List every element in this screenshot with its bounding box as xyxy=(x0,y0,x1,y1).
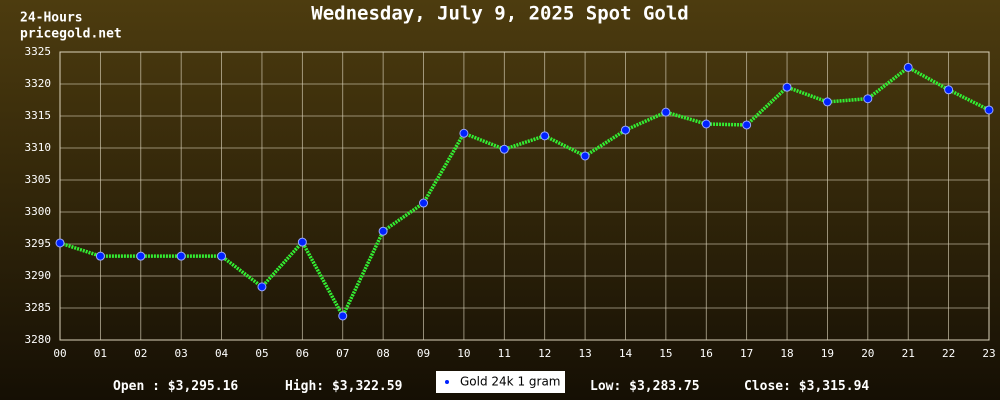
stat-label: Low: xyxy=(590,379,621,394)
data-point xyxy=(419,198,429,208)
y-tick-label: 3280 xyxy=(25,333,52,346)
stat-label: Close: xyxy=(744,379,791,394)
data-point xyxy=(297,237,307,247)
x-tick-label: 21 xyxy=(902,347,915,360)
stat-label: High: xyxy=(285,379,324,394)
data-point xyxy=(903,62,913,72)
x-tick-label: 11 xyxy=(498,347,511,360)
data-point xyxy=(580,151,590,161)
x-tick-label: 08 xyxy=(377,347,390,360)
stat: Open : $3,295.16 xyxy=(113,379,238,394)
data-point xyxy=(863,94,873,104)
data-point xyxy=(944,85,954,95)
stat: Close: $3,315.94 xyxy=(744,379,869,394)
x-tick-label: 06 xyxy=(296,347,309,360)
data-point xyxy=(217,251,227,261)
data-point xyxy=(620,125,630,135)
stat: Low: $3,283.75 xyxy=(590,379,700,394)
x-tick-label: 00 xyxy=(53,347,66,360)
stat-value: $3,322.59 xyxy=(332,379,402,394)
data-point xyxy=(136,251,146,261)
stat: High: $3,322.59 xyxy=(285,379,402,394)
stat-value: $3,283.75 xyxy=(629,379,699,394)
x-tick-label: 13 xyxy=(578,347,591,360)
x-tick-label: 04 xyxy=(215,347,229,360)
x-tick-label: 23 xyxy=(982,347,995,360)
data-point xyxy=(701,119,711,129)
corner-text: 24-Hours xyxy=(20,11,83,26)
x-tick-label: 01 xyxy=(94,347,107,360)
data-point xyxy=(540,131,550,141)
x-tick-label: 18 xyxy=(780,347,793,360)
stat-value: $3,295.16 xyxy=(168,379,239,394)
corner-text: pricegold.net xyxy=(20,27,122,42)
x-tick-label: 22 xyxy=(942,347,955,360)
data-point xyxy=(257,282,267,292)
legend-label: Gold 24k 1 gram xyxy=(460,375,560,389)
data-point xyxy=(984,105,994,115)
data-point xyxy=(661,107,671,117)
y-tick-label: 3300 xyxy=(25,205,52,218)
x-tick-label: 14 xyxy=(619,347,633,360)
x-tick-label: 03 xyxy=(175,347,188,360)
x-tick-label: 20 xyxy=(861,347,874,360)
y-tick-label: 3295 xyxy=(25,237,52,250)
x-tick-label: 02 xyxy=(134,347,147,360)
y-tick-label: 3320 xyxy=(25,77,52,90)
y-tick-label: 3310 xyxy=(25,141,52,154)
x-tick-label: 16 xyxy=(700,347,713,360)
data-point xyxy=(822,97,832,107)
data-point xyxy=(378,226,388,236)
data-point xyxy=(499,144,509,154)
chart-title: Wednesday, July 9, 2025 Spot Gold xyxy=(311,3,689,25)
x-tick-label: 12 xyxy=(538,347,551,360)
series-line xyxy=(59,65,990,320)
y-tick-label: 3315 xyxy=(25,109,52,122)
y-tick-label: 3285 xyxy=(25,301,52,314)
data-point xyxy=(55,238,65,248)
data-point xyxy=(176,251,186,261)
legend-box xyxy=(436,371,565,393)
data-point xyxy=(338,311,348,321)
data-point xyxy=(459,128,469,138)
stat-value: $3,315.94 xyxy=(799,379,870,394)
x-tick-label: 17 xyxy=(740,347,753,360)
x-tick-label: 15 xyxy=(659,347,672,360)
data-point xyxy=(742,120,752,130)
data-point xyxy=(782,82,792,92)
y-tick-label: 3325 xyxy=(25,45,52,58)
data-point xyxy=(95,251,105,261)
legend-marker xyxy=(445,380,449,384)
x-tick-label: 07 xyxy=(336,347,349,360)
x-tick-label: 19 xyxy=(821,347,834,360)
x-tick-label: 09 xyxy=(417,347,430,360)
y-tick-label: 3305 xyxy=(25,173,52,186)
stat-label: Open : xyxy=(113,379,160,394)
x-tick-label: 05 xyxy=(255,347,268,360)
y-tick-label: 3290 xyxy=(25,269,52,282)
x-tick-label: 10 xyxy=(457,347,470,360)
